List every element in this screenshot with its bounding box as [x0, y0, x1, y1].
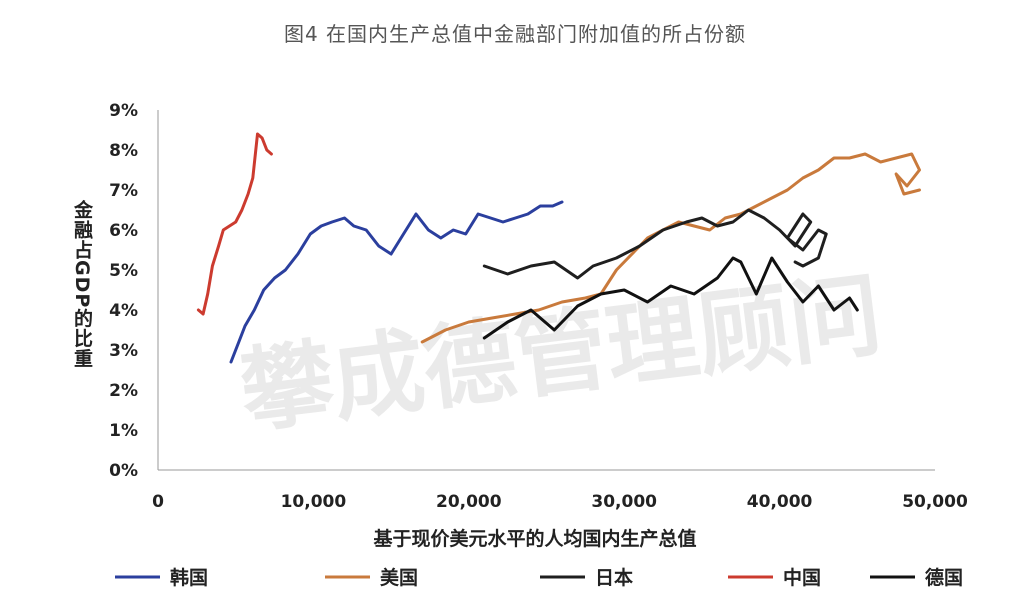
- y-tick-label: 1%: [109, 421, 138, 441]
- legend-label: 美国: [380, 566, 418, 589]
- y-tick-labels: 0% 1% 2% 3% 4% 5% 6% 7% 8% 9%: [109, 101, 138, 481]
- y-tick-label: 2%: [109, 381, 138, 401]
- x-tick-label: 40,000: [747, 492, 813, 512]
- y-tick-label: 5%: [109, 261, 138, 281]
- series-line-美国: [420, 152, 921, 344]
- x-tick-label: 10,000: [281, 492, 347, 512]
- x-tick-label: 20,000: [436, 492, 502, 512]
- y-tick-label: 6%: [109, 221, 138, 241]
- y-axis-label: 金融占GDP的比重: [71, 199, 94, 369]
- x-tick-label: 30,000: [591, 492, 657, 512]
- watermark-text: 攀成德管理顾问: [235, 261, 887, 446]
- legend-label: 日本: [595, 566, 633, 589]
- y-tick-label: 7%: [109, 181, 138, 201]
- series-line-中国: [196, 132, 273, 316]
- legend: 韩国 美国 日本 中国 德国: [115, 566, 963, 589]
- series-line-韩国: [229, 200, 564, 364]
- series-line-德国: [482, 256, 859, 340]
- legend-label: 德国: [925, 566, 963, 589]
- y-axis-label-text: 金融占GDP的比重: [71, 199, 94, 369]
- y-tick-label: 9%: [109, 101, 138, 121]
- legend-label: 韩国: [170, 566, 208, 589]
- y-tick-label: 4%: [109, 301, 138, 321]
- y-tick-label: 0%: [109, 461, 138, 481]
- series-lines: [196, 132, 921, 364]
- x-tick-label: 0: [152, 492, 164, 512]
- chart-title: 图4 在国内生产总值中金融部门附加值的所占份额: [283, 22, 747, 46]
- series-line-日本: [482, 208, 828, 280]
- y-tick-label: 8%: [109, 141, 138, 161]
- x-axis-label: 基于现价美元水平的人均国内生产总值: [372, 527, 696, 550]
- x-tick-labels: 0 10,000 20,000 30,000 40,000 50,000: [152, 492, 968, 512]
- x-tick-label: 50,000: [902, 492, 968, 512]
- y-tick-label: 3%: [109, 341, 138, 361]
- legend-label: 中国: [783, 566, 821, 589]
